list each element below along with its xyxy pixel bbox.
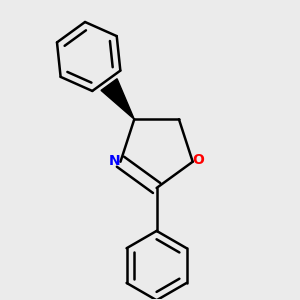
Text: N: N: [109, 154, 120, 168]
Polygon shape: [101, 79, 134, 119]
Text: O: O: [193, 153, 205, 167]
